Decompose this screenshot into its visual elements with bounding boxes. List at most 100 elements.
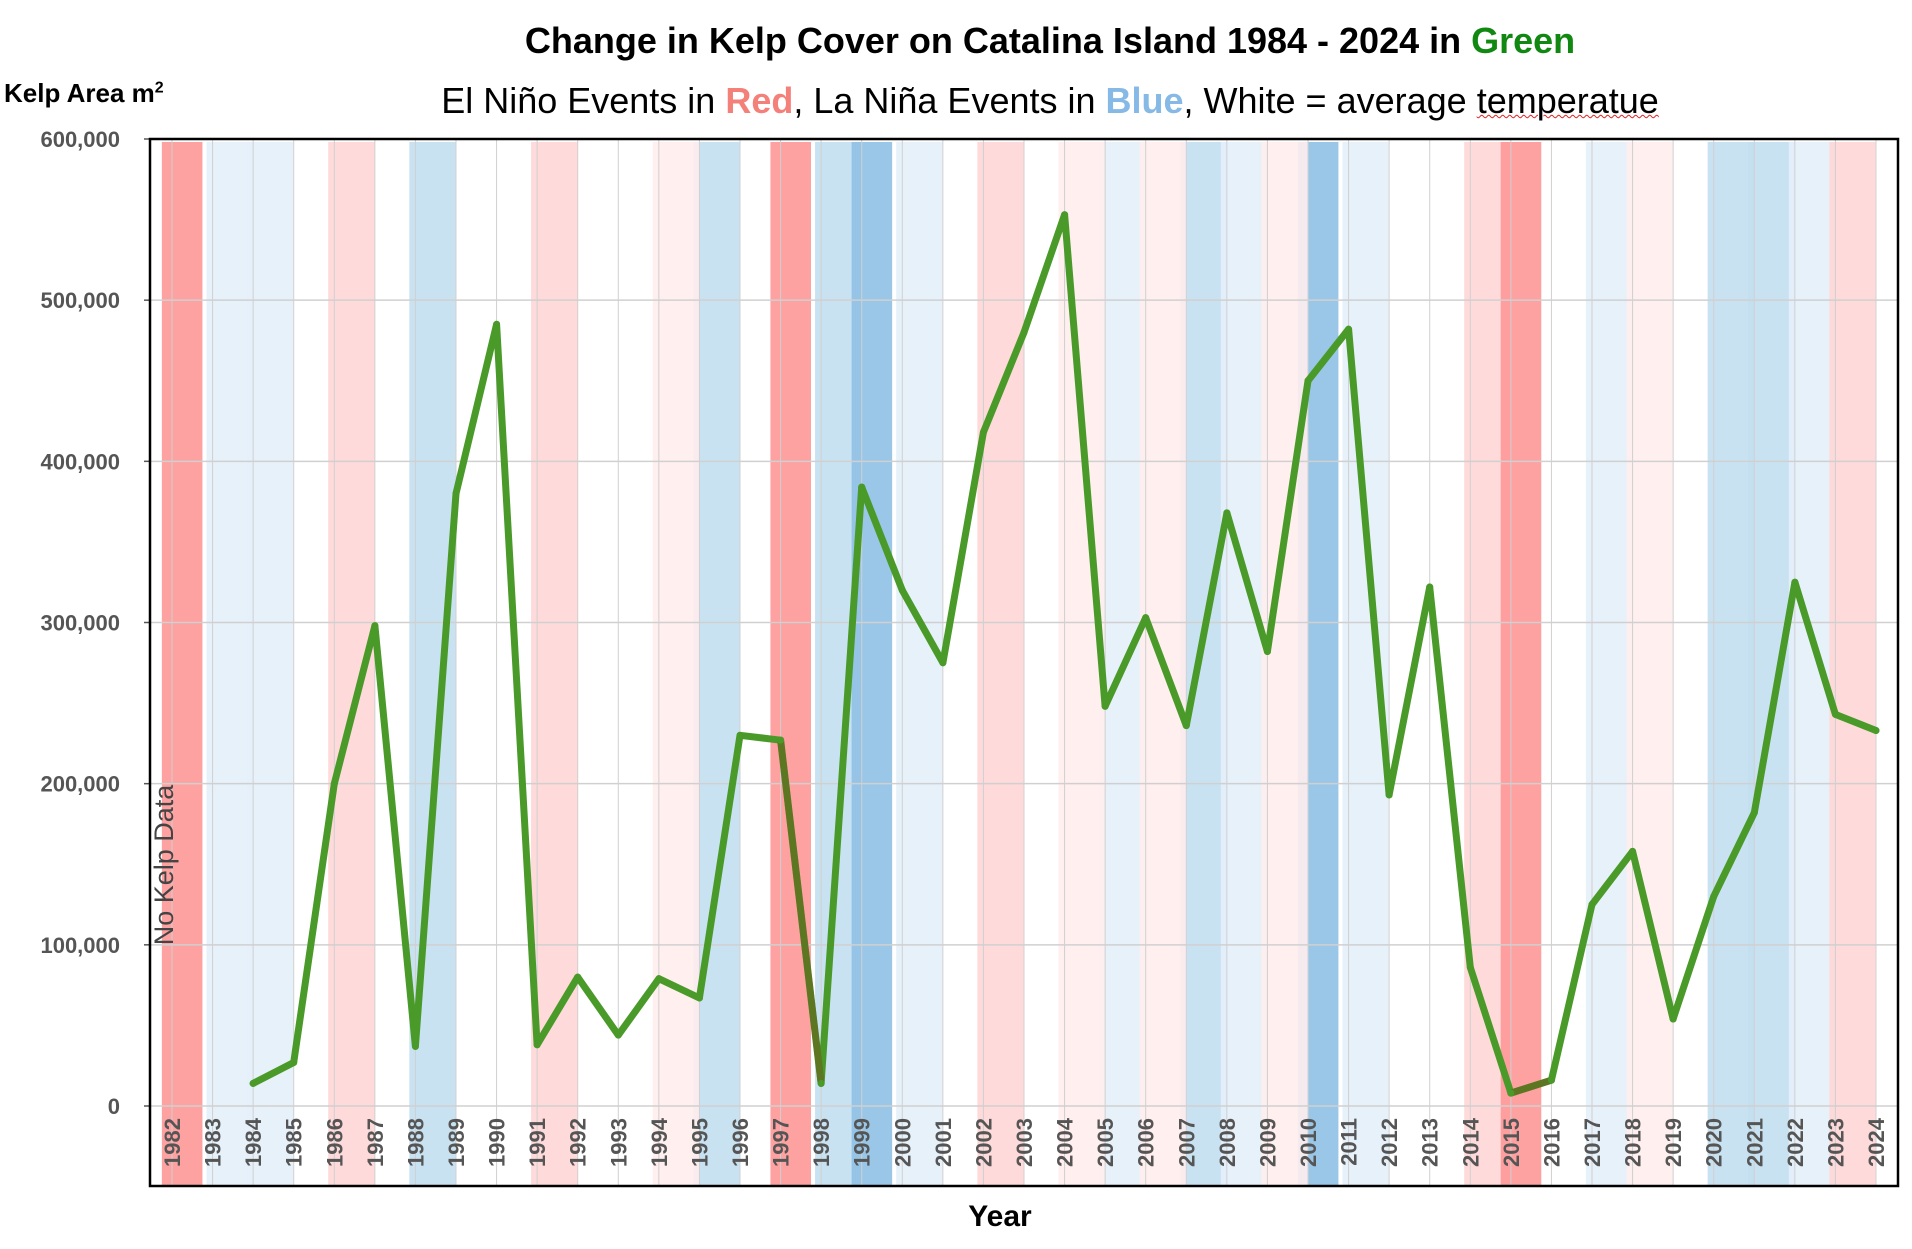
- kelp-point-1997: [777, 736, 785, 744]
- kelp-point-1988: [411, 1042, 419, 1050]
- x-tick-label-2003: 2003: [1012, 1118, 1037, 1167]
- kelp-point-1993: [614, 1031, 622, 1039]
- kelp-point-2002: [979, 428, 987, 436]
- x-tick-label-1991: 1991: [525, 1118, 550, 1167]
- climate-event-bands: [161, 142, 1876, 1186]
- kelp-point-1989: [452, 490, 460, 498]
- x-tick-label-2018: 2018: [1621, 1118, 1646, 1167]
- x-tick-label-2004: 2004: [1053, 1117, 1078, 1167]
- kelp-point-2017: [1588, 901, 1596, 909]
- kelp-point-1995: [695, 994, 703, 1002]
- x-tick-label-2020: 2020: [1702, 1118, 1727, 1167]
- x-tick-label-2008: 2008: [1215, 1118, 1240, 1167]
- x-tick-label-1985: 1985: [282, 1118, 307, 1167]
- y-axis-title-text: Kelp Area m: [4, 78, 155, 108]
- el-nino-band-2018-2019: [1626, 142, 1674, 1186]
- x-tick-label-1983: 1983: [201, 1118, 226, 1167]
- kelp-point-2021: [1750, 809, 1758, 817]
- kelp-point-2006: [1142, 614, 1150, 622]
- kelp-point-2014: [1466, 963, 1474, 971]
- subtitle-blue-word: Blue: [1105, 80, 1184, 121]
- x-tick-label-1990: 1990: [485, 1118, 510, 1167]
- la-nina-band-2008-2009: [1220, 142, 1268, 1186]
- la-nina-band-2011-2012: [1342, 142, 1390, 1186]
- chart-title-text: Change in Kelp Cover on Catalina Island …: [524, 20, 1472, 61]
- x-tick-label-2019: 2019: [1661, 1118, 1686, 1167]
- y-tick-label: 600,000: [40, 127, 120, 152]
- x-tick-label-2023: 2023: [1823, 1118, 1848, 1167]
- y-tick-label: 500,000: [40, 288, 120, 313]
- la-nina-band-2020-2021: [1707, 142, 1755, 1186]
- annotation-layer: No Kelp Data: [149, 784, 179, 946]
- x-tick-label-2016: 2016: [1539, 1118, 1564, 1167]
- el-nino-band-2002-2003: [977, 142, 1024, 1186]
- x-tick-label-1993: 1993: [606, 1118, 631, 1167]
- chart-subtitle: El Niño Events in Red, La Niña Events in…: [400, 80, 1700, 122]
- kelp-point-2016: [1547, 1076, 1555, 1084]
- kelp-point-2013: [1426, 583, 1434, 591]
- x-tick-label-1998: 1998: [809, 1118, 834, 1167]
- y-axis-title-superscript: 2: [154, 79, 164, 97]
- kelp-point-2001: [939, 659, 947, 667]
- el-nino-band-1997-1998: [770, 142, 811, 1186]
- kelp-point-1986: [330, 780, 338, 788]
- x-tick-label-2011: 2011: [1337, 1118, 1362, 1166]
- x-tick-label-1996: 1996: [728, 1118, 753, 1167]
- x-tick-label-1992: 1992: [566, 1118, 591, 1167]
- kelp-line-el-nino-segment: [1507, 1076, 1555, 1097]
- y-tick-label: 0: [108, 1094, 120, 1119]
- subtitle-white-average: , White = average: [1183, 80, 1477, 121]
- kelp-point-2004: [1061, 211, 1069, 219]
- kelp-point-1985: [290, 1058, 298, 1066]
- y-tick-label: 100,000: [40, 933, 120, 958]
- x-tick-label-1984: 1984: [241, 1117, 266, 1167]
- x-tick-label-2017: 2017: [1580, 1118, 1605, 1167]
- el-nino-band-2009-2010: [1261, 142, 1308, 1186]
- kelp-point-1987: [371, 622, 379, 630]
- x-axis-title: Year: [968, 1200, 1032, 1233]
- x-tick-label-1995: 1995: [687, 1118, 712, 1167]
- el-nino-band-1982-1983: [161, 142, 203, 1186]
- subtitle-la-nina-prefix: , La Niña Events in: [793, 80, 1106, 121]
- kelp-point-1990: [493, 320, 501, 328]
- x-tick-label-2010: 2010: [1296, 1118, 1321, 1167]
- kelp-point-1999: [858, 483, 866, 491]
- el-nino-band-2023-2024: [1829, 142, 1876, 1186]
- x-tick-label-1988: 1988: [403, 1118, 428, 1167]
- el-nino-band-1994-1995: [652, 142, 700, 1186]
- kelp-point-1996: [736, 731, 744, 739]
- x-tick-label-1987: 1987: [363, 1118, 388, 1167]
- x-tick-label-1994: 1994: [647, 1117, 672, 1167]
- la-nina-band-1983-1984: [206, 142, 254, 1186]
- kelp-point-2003: [1020, 328, 1028, 336]
- kelp-point-2009: [1263, 648, 1271, 656]
- y-axis-title: Kelp Area m2: [4, 78, 164, 109]
- x-tick-label-2024: 2024: [1864, 1117, 1889, 1167]
- subtitle-red-word: Red: [725, 80, 794, 121]
- la-nina-band-1995-1996: [693, 142, 740, 1186]
- y-tick-label: 300,000: [40, 611, 120, 636]
- plot-frame: [148, 137, 1900, 1188]
- kelp-point-2023: [1831, 710, 1839, 718]
- kelp-point-2010: [1304, 377, 1312, 385]
- kelp-point-1991: [533, 1041, 541, 1049]
- x-tick-label-2012: 2012: [1377, 1118, 1402, 1167]
- kelp-point-2005: [1101, 702, 1109, 710]
- x-tick-label-2022: 2022: [1783, 1118, 1808, 1167]
- chart-title-green-word: Green: [1471, 20, 1576, 61]
- y-tick-label: 200,000: [40, 772, 120, 797]
- la-nina-band-2022-2023: [1788, 142, 1836, 1186]
- x-tick-label-1989: 1989: [444, 1118, 469, 1167]
- kelp-point-1998: [817, 1079, 825, 1087]
- la-nina-band-2021-2022: [1748, 142, 1795, 1186]
- x-tick-label-2002: 2002: [971, 1118, 996, 1167]
- x-axis-ticks: 1982 1983 1984 1985 1986 1987 1988 1989 1990 1991…: [160, 1117, 1889, 1167]
- x-tick-label-2015: 2015: [1499, 1118, 1524, 1167]
- subtitle-el-nino-prefix: El Niño Events in: [441, 80, 726, 121]
- kelp-point-2008: [1223, 509, 1231, 517]
- kelp-point-2018: [1629, 847, 1637, 855]
- x-tick-label-1997: 1997: [769, 1118, 794, 1167]
- kelp-point-2015: [1507, 1089, 1515, 1097]
- kelp-point-2020: [1710, 892, 1718, 900]
